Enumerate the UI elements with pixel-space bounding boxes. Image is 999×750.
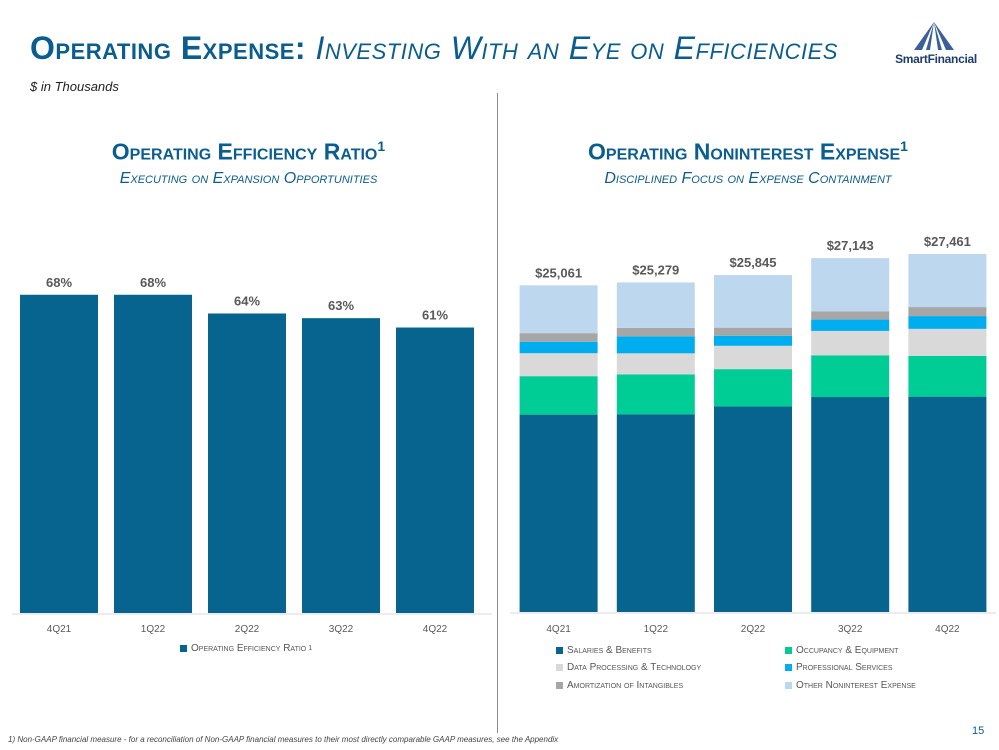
stack-segment-salaries-3Q22: [811, 397, 890, 612]
company-logo-icon: [914, 22, 954, 50]
stack-segment-occupancy-4Q22: [908, 355, 987, 397]
panel-divider: [497, 93, 498, 733]
expense-total-label: $25,279: [632, 262, 679, 277]
legend-swatch: [785, 682, 792, 689]
footnote: 1) Non-GAAP financial measure - for a re…: [8, 735, 559, 744]
left-panel-title-sup: 1: [377, 138, 386, 154]
left-x-tick-label: 1Q22: [141, 624, 166, 635]
stack-segment-professional-2Q22: [714, 335, 792, 346]
expense-total-label: $27,143: [827, 238, 874, 253]
units-note: $ in Thousands: [30, 79, 119, 94]
right-x-tick-label: 1Q22: [644, 624, 669, 635]
legend-label: Professional Services: [796, 662, 893, 673]
legend-item-data_processing: Data Processing & Technology: [556, 662, 701, 673]
efficiency-bar-4Q22: [396, 327, 474, 613]
right-x-tick-label: 3Q22: [838, 624, 863, 635]
legend-label: Data Processing & Technology: [567, 662, 702, 673]
legend-item-occupancy: Occupancy & Equipment: [785, 645, 898, 656]
legend-label: Occupancy & Equipment: [796, 645, 899, 656]
stack-segment-occupancy-1Q22: [616, 374, 695, 415]
stack-segment-data_processing-3Q22: [811, 330, 890, 356]
page-title-main: Operating Expense:: [30, 30, 307, 66]
right-panel-title-sup: 1: [900, 138, 908, 154]
efficiency-bar-3Q22: [302, 318, 380, 613]
stack-segment-other-1Q22: [616, 282, 695, 328]
efficiency-bar-1Q22: [114, 294, 192, 613]
right-x-tick-label: 4Q22: [935, 624, 960, 635]
efficiency-data-label: 64%: [234, 293, 260, 308]
expense-total-label: $25,845: [730, 255, 777, 270]
stack-segment-amortization-2Q22: [714, 327, 792, 336]
stack-segment-data_processing-4Q22: [908, 328, 987, 356]
legend-sup: 1: [308, 645, 313, 652]
stack-segment-data_processing-1Q22: [616, 353, 695, 375]
stack-segment-other-3Q22: [811, 258, 890, 312]
stack-segment-data_processing-2Q22: [714, 345, 792, 370]
right-panel-title: Operating Noninterest Expense1: [498, 138, 998, 166]
stack-segment-other-4Q21: [519, 285, 598, 334]
right-panel-subtitle-text: Disciplined Focus on Expense Containment: [604, 170, 892, 187]
page-number: 15: [972, 725, 985, 737]
stack-segment-amortization-4Q22: [908, 307, 987, 317]
right-panel-title-text: Operating Noninterest Expense: [588, 138, 901, 165]
stack-segment-occupancy-2Q22: [714, 369, 792, 407]
legend-label: Amortization of Intangibles: [567, 680, 684, 691]
legend-swatch: [180, 645, 187, 652]
stack-segment-amortization-4Q21: [519, 333, 598, 342]
legend-item-other: Other Noninterest Expense: [785, 680, 916, 691]
right-x-tick-label: 4Q21: [546, 624, 571, 635]
legend-item-professional: Professional Services: [785, 662, 893, 673]
stack-segment-other-2Q22: [714, 275, 792, 328]
efficiency-data-label: 63%: [328, 298, 354, 313]
stack-segment-occupancy-4Q21: [519, 376, 598, 415]
stack-segment-professional-4Q21: [519, 341, 598, 354]
legend-item-efficiency-ratio: Operating Efficiency Ratio 1: [180, 643, 312, 654]
page-title: Operating Expense: Investing With an Eye…: [30, 30, 838, 67]
legend-swatch: [556, 664, 563, 671]
stack-segment-professional-3Q22: [811, 319, 890, 331]
stack-segment-amortization-1Q22: [616, 327, 695, 337]
stack-segment-salaries-4Q21: [519, 414, 598, 612]
efficiency-bar-4Q21: [20, 294, 98, 613]
right-panel-subtitle: Disciplined Focus on Expense Containment: [498, 170, 998, 188]
stack-segment-occupancy-3Q22: [811, 355, 890, 398]
legend-item-amortization: Amortization of Intangibles: [556, 680, 683, 691]
legend-label: Salaries & Benefits: [567, 645, 652, 656]
left-panel-subtitle: Executing on Expansion Opportunities: [0, 170, 497, 188]
legend-item-salaries: Salaries & Benefits: [556, 645, 652, 656]
legend-swatch: [556, 647, 563, 654]
stack-segment-salaries-1Q22: [616, 414, 695, 612]
efficiency-bar-2Q22: [208, 313, 286, 613]
efficiency-data-label: 68%: [140, 275, 166, 290]
legend-label: Operating Efficiency Ratio: [191, 643, 307, 654]
stack-segment-salaries-2Q22: [714, 406, 792, 612]
left-panel-title: Operating Efficiency Ratio1: [0, 138, 497, 166]
legend-label: Other Noninterest Expense: [796, 680, 916, 691]
efficiency-data-label: 68%: [46, 275, 72, 290]
right-x-tick-label: 2Q22: [741, 624, 766, 635]
stack-segment-other-4Q22: [908, 254, 987, 308]
stack-segment-professional-4Q22: [908, 316, 987, 329]
legend-swatch: [556, 682, 563, 689]
left-x-tick-label: 4Q22: [423, 624, 448, 635]
expense-total-label: $27,461: [924, 234, 971, 249]
legend-swatch: [785, 664, 792, 671]
stack-segment-salaries-4Q22: [908, 396, 987, 612]
efficiency-data-label: 61%: [422, 308, 448, 323]
left-panel-title-text: Operating Efficiency Ratio: [111, 138, 378, 165]
stack-segment-amortization-3Q22: [811, 311, 890, 320]
expense-total-label: $25,061: [535, 265, 582, 280]
left-x-tick-label: 2Q22: [235, 624, 260, 635]
left-panel-subtitle-text: Executing on Expansion Opportunities: [119, 170, 378, 187]
company-logo-text: SmartFinancial: [895, 52, 977, 66]
stack-segment-professional-1Q22: [616, 336, 695, 354]
legend-swatch: [785, 647, 792, 654]
left-x-tick-label: 3Q22: [329, 624, 354, 635]
left-x-tick-label: 4Q21: [47, 624, 72, 635]
page-title-sub: Investing With an Eye on Efficiencies: [315, 30, 838, 66]
stack-segment-data_processing-4Q21: [519, 353, 598, 377]
